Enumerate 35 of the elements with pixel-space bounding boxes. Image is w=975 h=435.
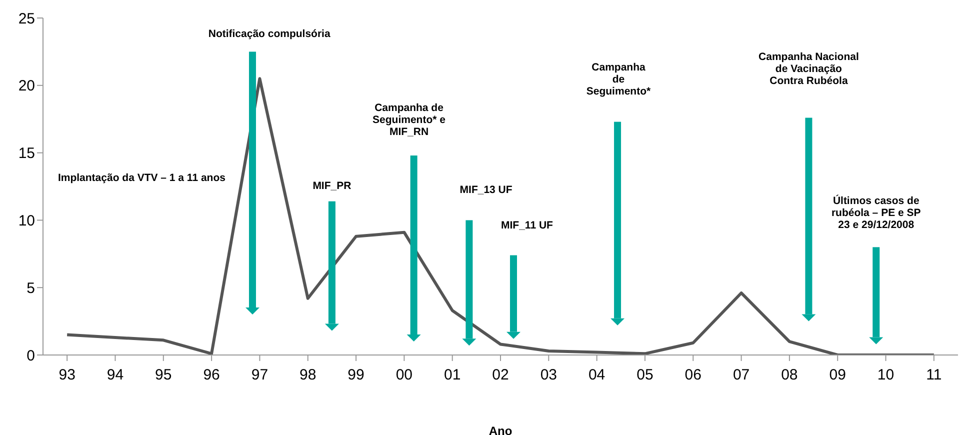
annotation: Campanha de Seguimento* e MIF_RN: [372, 102, 446, 138]
x-tick-label: 00: [396, 366, 413, 384]
x-tick-label: 99: [348, 366, 364, 384]
x-tick-label: 03: [540, 366, 557, 384]
annotation: Implantação da VTV – 1 a 11 anos: [58, 172, 226, 184]
x-tick-label: 01: [444, 366, 461, 384]
x-tick-label: 05: [636, 366, 654, 384]
y-tick-label: 5: [26, 280, 35, 297]
y-tick-label: 20: [18, 78, 35, 95]
x-axis-title: Ano: [488, 424, 512, 435]
annotation: Campanha de Seguimento*: [586, 62, 652, 98]
x-tick-label: 07: [732, 366, 750, 384]
annotation: MIF_11 UF: [501, 219, 554, 232]
x-tick-label: 98: [300, 366, 316, 384]
x-tick-label: 95: [155, 366, 172, 384]
x-tick-label: 06: [684, 366, 702, 384]
y-tick-label: 25: [18, 10, 35, 28]
x-tick-label: 93: [58, 366, 76, 384]
y-tick-label: 15: [18, 145, 35, 162]
x-tick-label: 10: [877, 366, 894, 384]
x-tick-label: 09: [829, 366, 846, 384]
x-tick-label: 97: [251, 366, 268, 384]
x-tick-label: 11: [926, 366, 942, 384]
y-tick-label: 10: [18, 212, 35, 230]
annotation: Notificação compulsória: [208, 28, 330, 40]
x-tick-label: 04: [588, 366, 606, 384]
annotation: Campanha Nacional de Vacinação Contra Rubéola: [758, 50, 859, 87]
annotation: MIF_PR: [312, 180, 352, 192]
x-tick-label: 94: [106, 366, 124, 384]
x-tick-label: 02: [492, 366, 509, 384]
x-tick-label: 08: [781, 366, 798, 384]
y-tick-label: 0: [26, 347, 35, 364]
annotation: MIF_13 UF: [460, 184, 513, 196]
x-tick-label: 96: [203, 366, 220, 384]
annotation: Últimos casos de rubéola – PE e SP 23 e 29/12/2008: [831, 194, 921, 232]
